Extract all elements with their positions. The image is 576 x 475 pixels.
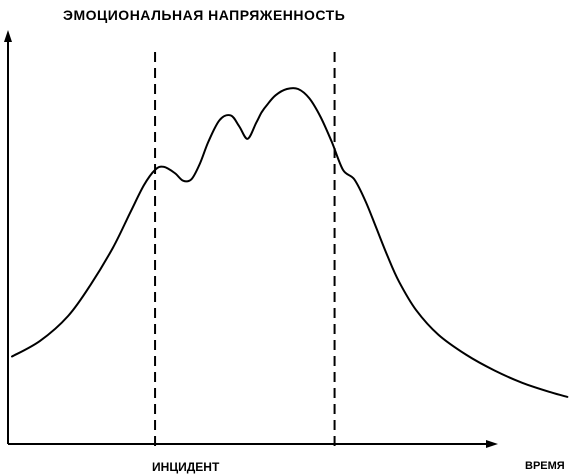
marker-annotations: ИНЦИДЕНТ <box>152 460 220 474</box>
y-axis-arrow <box>4 30 12 42</box>
vertical-markers <box>154 52 336 446</box>
axes <box>4 30 498 448</box>
series-group <box>11 87 569 398</box>
marker-label-0: ИНЦИДЕНТ <box>152 460 220 474</box>
chart-y-label: ЭМОЦИОНАЛЬНАЯ НАПРЯЖЕННОСТЬ <box>63 7 345 23</box>
series-line-0 <box>11 87 569 398</box>
chart-x-label: ВРЕМЯ <box>525 460 565 472</box>
x-axis-arrow <box>486 440 498 448</box>
